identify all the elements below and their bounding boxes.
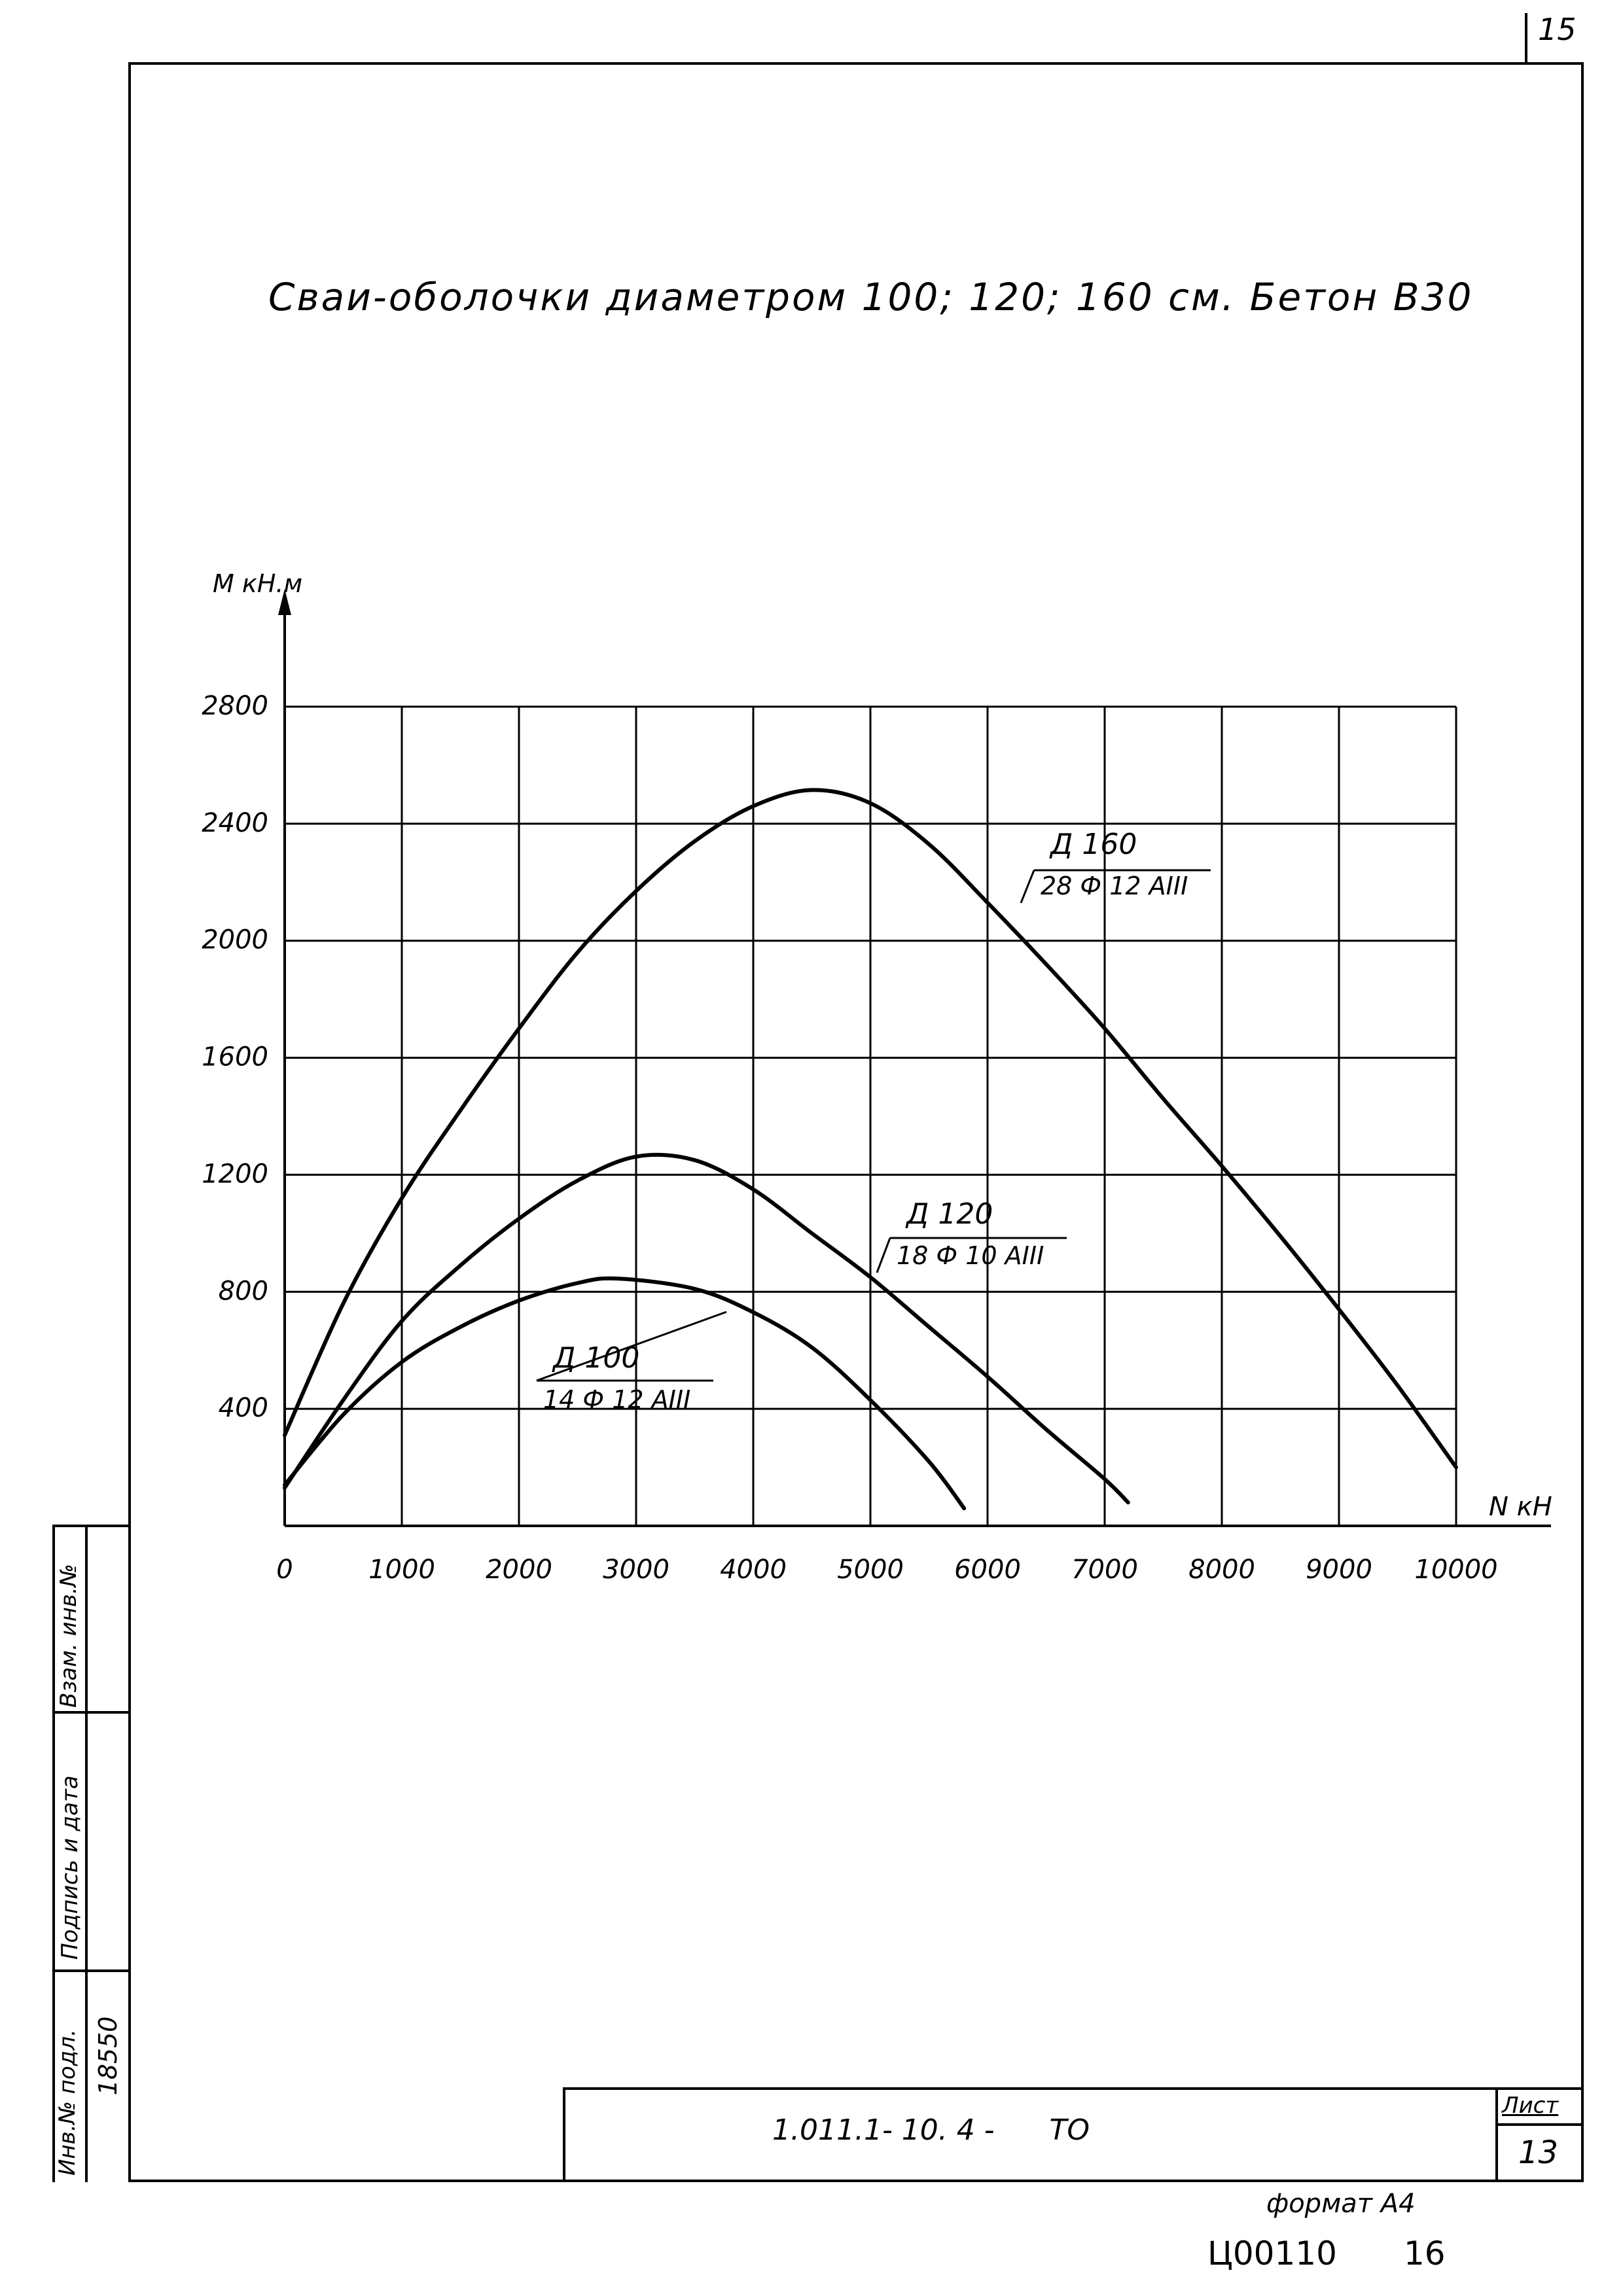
- series-reinforcement-2: 14 Ф 12 АIII: [543, 1385, 690, 1414]
- stamp-sep-1: [52, 1711, 131, 1714]
- chart-axes: [278, 589, 1551, 1527]
- x-axis-label: N кН: [1489, 1492, 1552, 1522]
- document-code: 1.011.1- 10. 4 - ТО: [772, 2113, 1090, 2147]
- x-tick-label-3: 3000: [603, 1555, 669, 1585]
- series-label-group-0: Д 160 28 Ф 12 АIII: [1020, 828, 1211, 904]
- stamp-box-top: [52, 1525, 131, 1527]
- series-reinforcement-0: 28 Ф 12 АIII: [1041, 872, 1188, 900]
- sheet-number: 13: [1518, 2134, 1559, 2171]
- stamp-sep-2: [52, 1969, 131, 1972]
- chart-grid: [285, 705, 1457, 1526]
- x-tick-label-6: 6000: [954, 1555, 1021, 1585]
- frame-right: [1581, 62, 1584, 2182]
- chart-series-labels: Д 160 28 Ф 12 АIII Д 120 18 Ф 10 АIII Д 1001…: [536, 828, 1211, 1414]
- x-tick-label-7: 7000: [1071, 1555, 1138, 1585]
- series-name-0: Д 160: [1049, 828, 1137, 861]
- frame-bottom: [128, 2180, 1584, 2182]
- series-label-leader-0: [1020, 870, 1035, 904]
- archive-sub: 16: [1404, 2234, 1446, 2272]
- y-tick-label-2: 1200: [202, 1159, 268, 1189]
- sheet-label: Лист: [1502, 2093, 1559, 2119]
- stamp-replace-inv-label: Взам. инв.№: [56, 1563, 82, 1708]
- series-label-group-2: Д 10014 Ф 12 АIII: [536, 1311, 727, 1414]
- y-tick-label-0: 400: [219, 1393, 268, 1423]
- y-tick-label-1: 800: [219, 1276, 268, 1306]
- chart-title: Сваи-оболочки диаметром 100; 120; 160 см…: [268, 275, 1474, 319]
- chart-series: [283, 788, 1458, 1511]
- frame-left: [128, 62, 131, 2182]
- y-axis-arrow: [278, 589, 291, 615]
- x-tick-label-1: 1000: [368, 1555, 435, 1585]
- series-line-2: [283, 1276, 967, 1511]
- y-axis-label: М кН.м: [213, 569, 303, 598]
- y-tick-label-5: 2400: [202, 808, 268, 838]
- format-label: формат А4: [1266, 2189, 1416, 2219]
- x-tick-label-5: 5000: [837, 1555, 904, 1585]
- y-tick-label-3: 1600: [202, 1042, 268, 1072]
- series-line-0: [283, 788, 1458, 1470]
- titleblock-sheet-row: [1495, 2123, 1584, 2126]
- series-reinforcement-1: 18 Ф 10 АIII: [897, 1241, 1044, 1270]
- titleblock-sheet-divider: [1495, 2087, 1498, 2182]
- stamp-inv-orig-value: 18550: [94, 2016, 122, 2096]
- titleblock-top: [563, 2087, 1584, 2090]
- series-name-1: Д 120: [905, 1197, 993, 1231]
- titleblock-left: [563, 2087, 565, 2182]
- archive-code: Ц00110: [1207, 2234, 1337, 2272]
- top-corner-mark: [1525, 13, 1527, 62]
- stamp-sign-date-label: Подпись и дата: [57, 1775, 83, 1960]
- series-label-group-1: Д 120 18 Ф 10 АIII: [876, 1197, 1067, 1273]
- series-line-1: [283, 1152, 1130, 1505]
- chart-ticks: 0 1000 2000 3000 4000 5000 6000 7000 8000 9000 100…: [202, 691, 1497, 1585]
- stamp-box-mid: [85, 1525, 88, 2182]
- stamp-inv-orig-label: Инв.№ подл.: [54, 2029, 80, 2176]
- x-tick-label-0: 0: [276, 1555, 293, 1585]
- frame-top: [128, 62, 1584, 65]
- y-tick-label-6: 2800: [202, 691, 268, 721]
- stamp-box-left: [52, 1525, 55, 2182]
- series-label-leader-1: [876, 1237, 891, 1273]
- x-tick-label-4: 4000: [720, 1555, 787, 1585]
- y-tick-label-4: 2000: [202, 925, 268, 955]
- x-tick-label-10: 10000: [1414, 1555, 1497, 1585]
- sheet-top-number: 15: [1538, 12, 1577, 47]
- x-tick-label-9: 9000: [1306, 1555, 1372, 1585]
- series-label-leader-2: [536, 1311, 727, 1382]
- x-tick-label-2: 2000: [486, 1555, 552, 1585]
- x-tick-label-8: 8000: [1188, 1555, 1255, 1585]
